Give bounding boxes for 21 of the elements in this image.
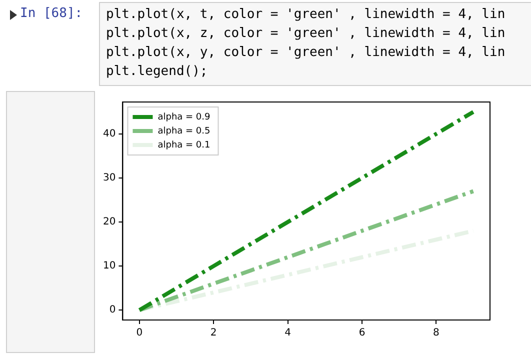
x-tick-label: 2 <box>210 328 217 339</box>
x-tick-label: 8 <box>433 328 440 339</box>
line-series <box>137 228 476 312</box>
y-tick-label: 0 <box>109 304 116 316</box>
text: plt.plot(x, y, color = 'green' , linewidth = 4, lin <box>106 44 506 62</box>
y-tick-label: 10 <box>102 260 116 272</box>
y-tick-label: 40 <box>102 128 116 140</box>
text: plt.plot(x, t, color = 'green' , linewidth = 4, lin <box>106 6 506 24</box>
legend-label: alpha = 0.1 <box>158 140 210 150</box>
legend-label: alpha = 0.9 <box>158 112 211 122</box>
text: In [68]: <box>20 6 83 21</box>
x-tick-label: 6 <box>358 328 366 339</box>
x-tick-label: 0 <box>136 328 143 339</box>
line-series <box>137 110 476 312</box>
legend-label: alpha = 0.5 <box>158 126 210 136</box>
y-tick-label: 20 <box>102 216 116 228</box>
y-tick-label: 30 <box>102 172 116 184</box>
line-series <box>137 189 476 312</box>
text: plt.legend(); <box>106 63 209 81</box>
text: plt.plot(x, z, color = 'green' , linewidth = 4, lin <box>106 25 506 43</box>
x-tick-label: 4 <box>284 328 291 339</box>
